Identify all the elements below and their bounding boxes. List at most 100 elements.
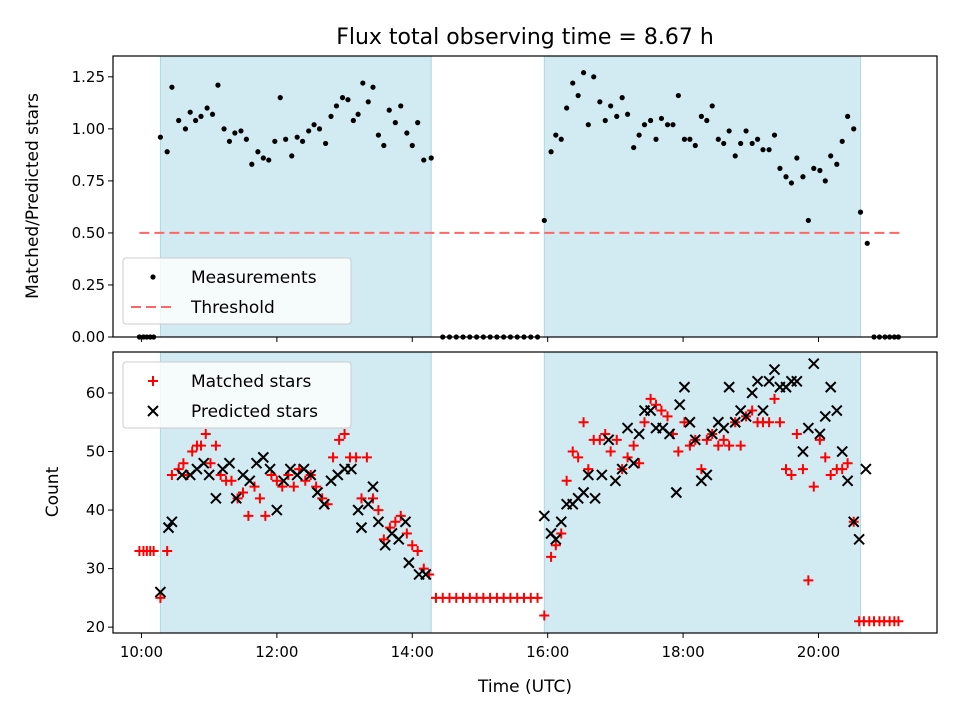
measurement-point	[580, 70, 587, 76]
x-tick-label: 12:00	[255, 643, 298, 661]
measurement-point	[283, 136, 289, 142]
predicted-star-point	[718, 422, 730, 434]
predicted-star-point	[198, 457, 210, 469]
matched-star-point	[673, 446, 684, 457]
matched-star-point	[814, 434, 825, 445]
matched-star-point	[769, 393, 780, 404]
predicted-star-point	[162, 521, 175, 534]
measurement-point	[272, 138, 278, 144]
predicted-star-point	[602, 434, 615, 446]
bottom-legend: Matched stars Predicted stars	[122, 361, 352, 429]
matched-star-point	[205, 458, 216, 469]
predicted-star-point	[244, 475, 256, 487]
measurement-point	[415, 120, 421, 126]
measurement-point	[766, 147, 772, 153]
predicted-star-point	[740, 410, 752, 423]
matched-star-point	[260, 510, 271, 521]
matched-star-point	[842, 458, 853, 469]
x-tick-label: 20:00	[797, 643, 840, 661]
matched-star-point	[718, 434, 729, 445]
measurement-point	[255, 149, 261, 155]
predicted-star-point	[271, 504, 283, 516]
x-axis-label: Time (UTC)	[477, 677, 572, 697]
predicted-star-point	[706, 428, 718, 440]
matched-star-point	[155, 592, 166, 603]
matched-star-point	[628, 440, 639, 451]
measurement-point	[564, 105, 570, 111]
x-tick-label: 10:00	[120, 643, 163, 661]
measurement-point	[851, 126, 857, 132]
matched-star-point	[237, 487, 248, 498]
measurement-point	[350, 117, 356, 124]
measurement-point	[608, 103, 614, 109]
matched-star-point	[178, 458, 189, 469]
measurement-point	[822, 178, 828, 184]
legend-predicted-swatch	[147, 405, 159, 417]
predicted-star-point	[577, 486, 590, 499]
top-y-tick-label: 0.25	[72, 276, 105, 294]
measurement-point	[585, 122, 591, 128]
predicted-star-point	[633, 428, 645, 440]
measurement-point	[266, 157, 272, 163]
measurement-point	[658, 115, 665, 122]
predicted-star-point	[311, 486, 324, 499]
matched-star-point	[148, 546, 159, 557]
matched-star-point	[361, 452, 372, 463]
x-tick-label: 16:00	[526, 643, 569, 661]
predicted-star-point	[550, 533, 562, 546]
measurement-point	[834, 161, 840, 167]
matched-star-point	[407, 540, 418, 551]
top-legend-box	[122, 257, 352, 325]
measurement-point	[409, 142, 415, 149]
measurement-point	[299, 138, 306, 144]
bottom-legend-box	[122, 361, 352, 429]
measurement-point	[864, 240, 870, 246]
matched-star-point	[254, 493, 265, 504]
matched-star-point	[532, 592, 543, 603]
matched-star-point	[701, 434, 712, 445]
measurement-point	[670, 122, 676, 128]
top-legend: Measurements Threshold	[122, 257, 352, 325]
matched-star-point	[573, 452, 584, 463]
measurement-point	[421, 157, 427, 163]
matched-star-point	[328, 452, 339, 463]
measurement-point	[675, 92, 681, 99]
matched-star-point	[243, 510, 254, 521]
matched-star-point	[605, 446, 616, 457]
predicted-star-point	[860, 463, 872, 475]
predicted-star-point	[223, 457, 236, 469]
bottom-axes-frame	[112, 351, 938, 634]
predicted-star-point	[154, 586, 167, 598]
predicted-star-point	[616, 463, 628, 475]
x-tick-label: 14:00	[391, 643, 434, 661]
measurement-point	[198, 113, 204, 119]
measurement-point	[597, 99, 603, 105]
measurement-point	[294, 134, 300, 140]
matched-star-point	[288, 481, 299, 492]
measurement-point	[328, 113, 334, 119]
measurement-point	[788, 180, 795, 186]
measurement-point	[715, 136, 721, 142]
matched-star-point	[791, 428, 802, 439]
matched-star-point	[339, 428, 350, 439]
legend-label: Measurements	[191, 268, 317, 288]
chart-title: Flux total observing time = 8.67 h	[336, 25, 714, 50]
bottom-y-tick-label: 50	[86, 443, 105, 461]
bottom-y-tick-label: 40	[86, 501, 105, 519]
matched-star-point	[412, 546, 423, 557]
top-y-tick-label: 0.50	[72, 224, 105, 242]
predicted-star-point	[176, 469, 188, 481]
measurement-point	[277, 95, 283, 101]
measurement-point	[375, 132, 382, 138]
measurement-point	[732, 153, 738, 159]
matched-star-point	[539, 610, 550, 621]
matched-star-point	[713, 440, 724, 451]
measurement-point	[193, 117, 199, 124]
predicted-star-point	[814, 428, 826, 440]
matched-star-point	[651, 399, 662, 410]
bottom-shaded-interval-2	[543, 351, 861, 634]
legend-label: Matched stars	[191, 372, 311, 392]
matched-star-point	[645, 393, 656, 404]
legend-matched-swatch	[148, 376, 158, 386]
